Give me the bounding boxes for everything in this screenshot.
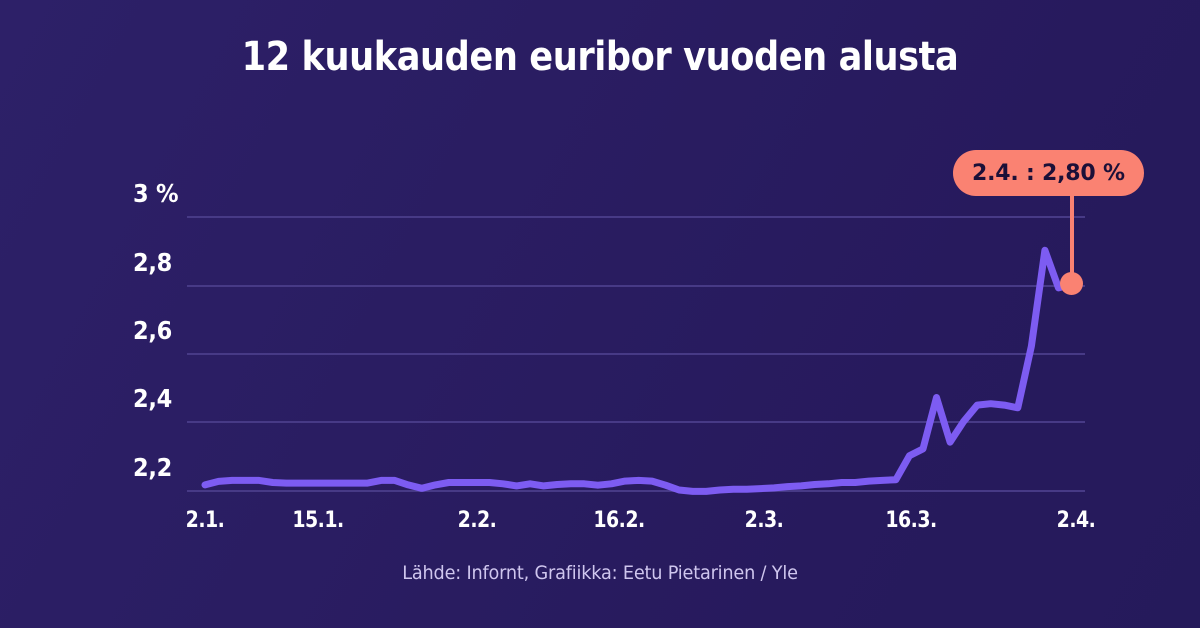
y-tick-label-2-6: 2,6 (133, 316, 173, 345)
y-tick-label-2-8: 2,8 (133, 248, 173, 277)
x-tick-label-1: 2.1. (185, 508, 225, 533)
gridline-2-8 (187, 285, 1085, 287)
gridline-2-4 (187, 421, 1085, 423)
x-tick-label-3: 2.2. (457, 508, 497, 533)
gridline-3 (187, 216, 1085, 218)
x-tick-label-7: 2.4. (1056, 508, 1096, 533)
x-tick-label-4: 16.2. (593, 508, 645, 533)
callout-bubble[interactable]: 2.4. : 2,80 % (953, 150, 1144, 196)
callout-stem (1070, 196, 1074, 282)
source-credit: Lähde: Infornt, Grafiikka: Eetu Pietarin… (402, 562, 798, 584)
x-tick-label-6: 16.3. (885, 508, 937, 533)
x-tick-label-2: 15.1. (292, 508, 344, 533)
gridline-2-2 (187, 490, 1085, 492)
y-tick-label-2-2: 2,2 (133, 453, 173, 482)
gridline-2-6 (187, 353, 1085, 355)
page-title: 12 kuukauden euribor vuoden alusta (241, 34, 959, 80)
y-tick-label-3: 3 % (133, 179, 179, 208)
y-tick-label-2-4: 2,4 (133, 384, 173, 413)
callout-label: 2.4. : 2,80 % (972, 160, 1125, 186)
callout-endpoint-dot (1060, 272, 1083, 295)
x-tick-label-5: 2.3. (744, 508, 784, 533)
